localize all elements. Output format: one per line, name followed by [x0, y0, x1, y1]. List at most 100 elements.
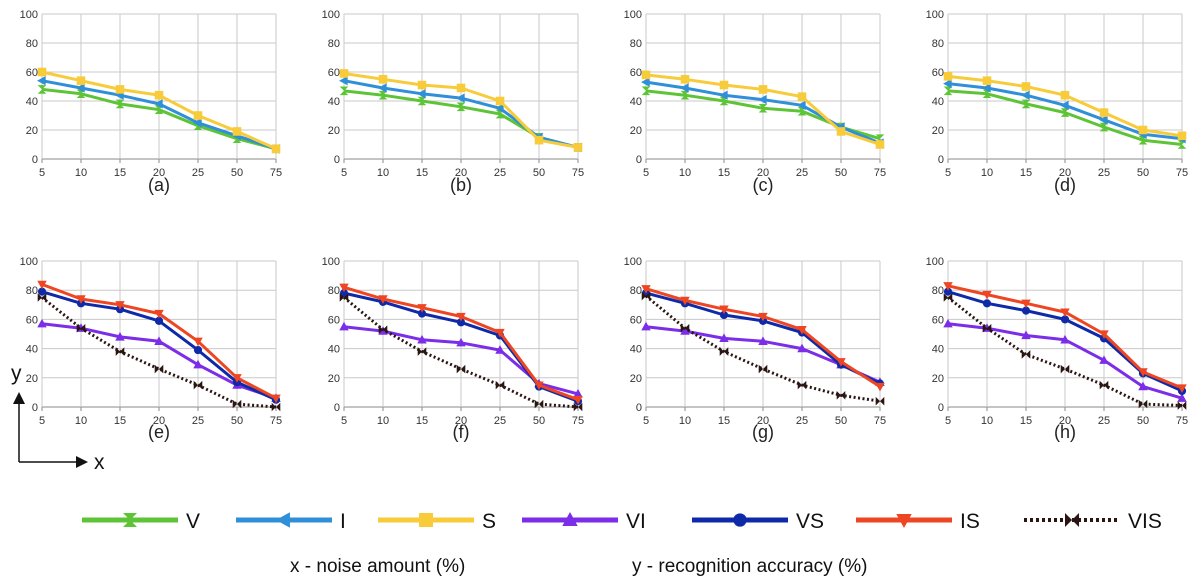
data-point-vs [943, 287, 953, 296]
data-point-s [534, 135, 544, 145]
data-point-is [456, 312, 466, 322]
data-point-s [943, 72, 953, 81]
x-tick-label: 20 [757, 415, 769, 427]
legend-label-vs: VS [796, 510, 824, 533]
data-point-vs [982, 299, 992, 308]
data-point-vi [193, 359, 203, 369]
x-tick-label: 75 [874, 415, 886, 427]
data-point-v [641, 86, 651, 96]
data-point-v [339, 86, 349, 96]
x-tick-label: 50 [835, 415, 847, 427]
data-point-vs [417, 309, 427, 318]
data-point-vs [193, 345, 203, 355]
data-point-i [417, 89, 426, 99]
x-tick-label: 15 [114, 167, 126, 179]
y-tick-label: 60 [630, 67, 642, 79]
data-point-vis [534, 399, 544, 409]
y-tick-label: 20 [932, 125, 944, 137]
y-tick-label: 100 [926, 256, 944, 268]
data-point-s [719, 80, 729, 90]
data-point-vi [37, 318, 47, 328]
x-tick-label: 10 [377, 415, 389, 427]
legend-item-vis: VIS [1024, 510, 1162, 533]
data-point-is [982, 290, 992, 300]
x-tick-label: 5 [341, 415, 347, 427]
data-point-s [758, 85, 768, 94]
data-point-vis [378, 325, 388, 334]
x-tick-label: 5 [945, 415, 951, 427]
x-tick-label: 15 [416, 167, 428, 179]
data-point-is [680, 296, 690, 306]
data-point-vis [719, 347, 729, 356]
data-point-is [417, 304, 427, 313]
x-tick-label: 10 [377, 167, 389, 179]
panel-label: (b) [450, 175, 472, 195]
chart-panel-5: 0 20 40 60 80 100 5 10 15 20 25 50 75 (e) [20, 256, 282, 442]
data-point-i [495, 103, 504, 113]
x-tick-label: 75 [874, 167, 886, 179]
y-caption: y - recognition accuracy (%) [632, 556, 867, 577]
data-point-s [339, 69, 349, 78]
data-point-vis [758, 364, 768, 374]
y-tick-label: 40 [26, 96, 38, 108]
chart-panel-8: 0 20 40 60 80 100 5 10 15 20 25 50 75 (h) [926, 256, 1188, 442]
y-indicator-arrowhead [13, 392, 25, 404]
legend-marker-i [275, 512, 290, 528]
data-point-vs [1060, 315, 1070, 324]
series-line-vis [645, 294, 881, 403]
panel-label: (c) [753, 175, 774, 195]
y-tick-label: 40 [26, 344, 38, 356]
panel-label: (f) [453, 422, 470, 442]
x-tick-label: 5 [945, 167, 951, 179]
data-point-vi [115, 331, 125, 341]
data-point-vis [836, 391, 846, 400]
data-point-is [1099, 330, 1109, 339]
x-tick-label: 15 [1020, 415, 1032, 427]
y-tick-label: 100 [322, 256, 340, 268]
legend-marker-v [123, 513, 137, 527]
data-point-is [1021, 299, 1031, 309]
legend-item-v: V [82, 510, 200, 533]
y-tick-label: 80 [26, 285, 38, 297]
y-tick-label: 100 [20, 256, 38, 268]
data-point-v [719, 96, 729, 106]
y-tick-label: 100 [926, 9, 944, 21]
data-point-vis [1060, 364, 1070, 374]
data-point-vis [193, 380, 203, 390]
y-tick-label: 40 [630, 96, 642, 108]
data-point-vi [1060, 334, 1070, 344]
data-point-s [456, 83, 466, 93]
data-point-s [154, 90, 164, 100]
y-tick-label: 40 [630, 344, 642, 356]
data-point-is [943, 282, 953, 291]
data-point-vi [339, 321, 349, 331]
x-tick-label: 50 [533, 167, 545, 179]
data-point-is [1177, 384, 1187, 393]
y-tick-label: 20 [328, 373, 340, 385]
data-point-s [1138, 125, 1148, 135]
legend-marker-s [419, 513, 433, 527]
x-tick-label: 20 [455, 415, 467, 427]
data-point-i [193, 118, 202, 128]
x-tick-label: 20 [455, 167, 467, 179]
data-point-vi [641, 321, 651, 331]
data-point-s [115, 85, 125, 94]
chart-panel-3: 0 20 40 60 80 100 5 10 15 20 25 50 75 (c) [624, 9, 886, 195]
y-tick-label: 0 [938, 402, 944, 414]
x-tick-label: 5 [643, 167, 649, 179]
x-tick-label: 20 [153, 415, 165, 427]
x-indicator-label: x [94, 451, 105, 474]
x-tick-label: 20 [1059, 167, 1071, 179]
chart-panel-7: 0 20 40 60 80 100 5 10 15 20 25 50 75 (g) [624, 256, 886, 442]
data-point-v [495, 109, 505, 119]
x-tick-label: 10 [75, 167, 87, 179]
data-point-is [495, 328, 505, 338]
axis-indicator: y x [11, 362, 105, 474]
data-point-i [641, 77, 650, 87]
data-point-s [982, 76, 992, 85]
y-tick-label: 0 [938, 154, 944, 166]
data-point-vi [758, 336, 768, 345]
x-indicator-arrowhead [76, 456, 88, 468]
y-tick-label: 100 [322, 9, 340, 21]
